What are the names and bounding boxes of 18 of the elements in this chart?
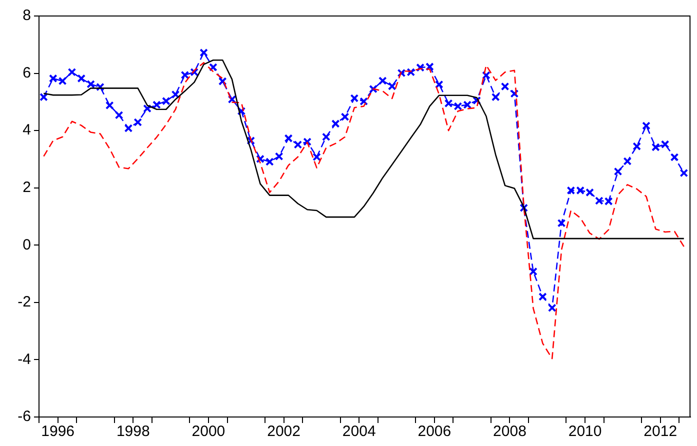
x-tick-label: 1996	[41, 423, 75, 440]
x-tick-label: 2010	[568, 423, 602, 440]
x-tick-label: 2008	[493, 423, 526, 440]
y-tick-label: 0	[22, 236, 31, 254]
x-tick-label: 2006	[418, 423, 452, 440]
y-tick-label: 4	[22, 122, 31, 139]
x-tick-label: 2004	[342, 423, 376, 440]
y-tick-label: 2	[22, 179, 31, 196]
y-tick-label: -4	[18, 350, 31, 368]
x-tick-label: 2002	[267, 423, 300, 440]
y-tick-label: -2	[18, 294, 31, 311]
x-tick-label: 2012	[644, 423, 678, 440]
x-tick-label: 1998	[116, 423, 150, 440]
y-tick-label: -6	[18, 408, 31, 426]
y-tick-label: 8	[22, 7, 31, 24]
x-tick-label: 2000	[192, 423, 226, 440]
y-tick-label: 6	[22, 64, 31, 82]
line-series	[43, 62, 685, 360]
